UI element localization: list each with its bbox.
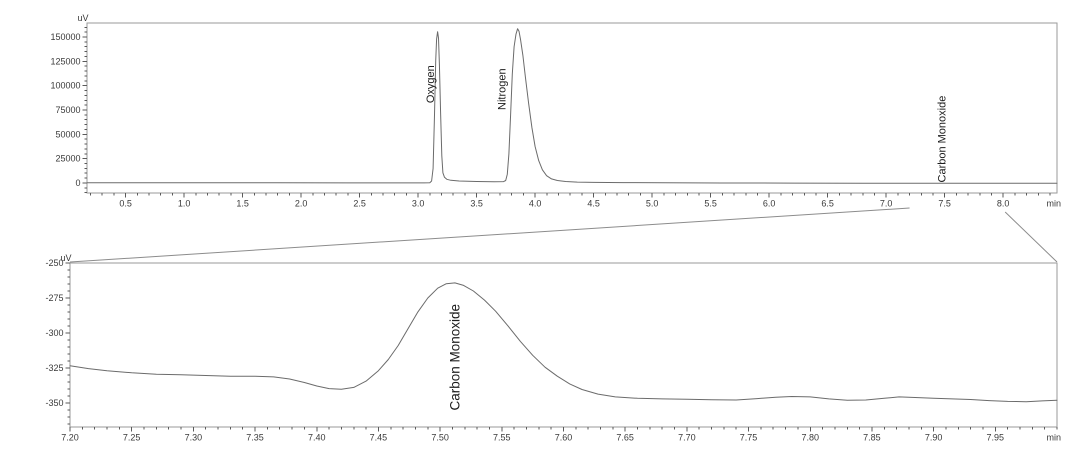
- x-tick-label: 7.95: [987, 433, 1005, 443]
- y-axis-unit-label: uV: [77, 13, 88, 23]
- x-tick-label: 8.0: [997, 199, 1010, 209]
- x-tick-label: 6.0: [763, 199, 776, 209]
- y-tick-label: 25000: [55, 154, 80, 164]
- x-tick-label: 4.0: [529, 199, 542, 209]
- axis-ticks: [65, 262, 1058, 432]
- peak-label-oxygen: Oxygen: [425, 65, 437, 103]
- x-tick-label: 7.20: [61, 433, 79, 443]
- x-tick-label: 7.85: [863, 433, 881, 443]
- y-tick-label: -350: [45, 398, 63, 408]
- peak-label-carbon-monoxide: Carbon Monoxide: [936, 96, 948, 183]
- signal-trace-tcd-signal: [69, 282, 1058, 403]
- x-tick-label: 7.60: [555, 433, 573, 443]
- zoom-connector-right: [1004, 211, 1058, 263]
- x-tick-label: 6.5: [821, 199, 834, 209]
- peak-label-nitrogen: Nitrogen: [496, 68, 508, 110]
- y-tick-label: -250: [45, 258, 63, 268]
- y-tick-label: 100000: [50, 81, 80, 91]
- x-tick-label: 7.50: [431, 433, 449, 443]
- y-tick-label: -325: [45, 363, 63, 373]
- x-tick-label: 7.5: [938, 199, 951, 209]
- x-tick-label: 7.40: [308, 433, 326, 443]
- x-tick-label: 7.0: [880, 199, 893, 209]
- axis-ticks: [82, 26, 1051, 198]
- x-tick-label: 3.0: [412, 199, 425, 209]
- x-tick-label: 2.5: [353, 199, 366, 209]
- signal-trace-tcd-signal: [86, 28, 1058, 184]
- zoom-connector-left: [69, 207, 910, 263]
- y-tick-label: -300: [45, 328, 63, 338]
- x-tick-label: 7.35: [246, 433, 264, 443]
- y-tick-label: 75000: [55, 105, 80, 115]
- x-tick-label: 7.45: [370, 433, 388, 443]
- y-axis-unit-label: uV: [60, 253, 71, 263]
- panel-zoom-chromatogram: 7.20 7.25 7.30 7.35 7.40 7.45 7.50 7.55 7.60 7.65…: [45, 253, 1061, 443]
- y-tick-label: 50000: [55, 129, 80, 139]
- x-axis-unit-label: min: [1046, 433, 1061, 443]
- panel-full-chromatogram: 0.5 1.0 1.5 2.0 2.5 3.0 3.5 4.0 4.5 5.0 5.5 6.0 6.5 7…: [50, 13, 1061, 209]
- axis-tick-labels: 0.5 1.0 1.5 2.0 2.5 3.0 3.5 4.0 4.5 5.0 5.5 6.0 6.5 7…: [50, 32, 1009, 208]
- y-tick-label: 0: [75, 178, 80, 188]
- x-tick-label: 7.65: [616, 433, 634, 443]
- peak-label-carbon-monoxide: Carbon Monoxide: [447, 304, 462, 411]
- x-axis-unit-label: min: [1046, 199, 1061, 209]
- x-tick-label: 1.0: [178, 199, 191, 209]
- x-tick-label: 7.90: [925, 433, 943, 443]
- x-tick-label: 7.55: [493, 433, 511, 443]
- plot-frame: [69, 262, 1058, 428]
- x-tick-label: 5.0: [646, 199, 659, 209]
- x-tick-label: 5.5: [704, 199, 717, 209]
- x-tick-label: 0.5: [119, 199, 132, 209]
- x-tick-label: 2.0: [295, 199, 308, 209]
- x-tick-label: 1.5: [236, 199, 249, 209]
- plot-frame: [86, 22, 1058, 194]
- x-tick-label: 3.5: [470, 199, 483, 209]
- x-tick-label: 7.30: [185, 433, 203, 443]
- y-tick-label: 125000: [50, 56, 80, 66]
- x-tick-label: 7.70: [678, 433, 696, 443]
- x-tick-label: 7.25: [123, 433, 141, 443]
- x-tick-label: 4.5: [587, 199, 600, 209]
- y-tick-label: -275: [45, 293, 63, 303]
- x-tick-label: 7.75: [740, 433, 758, 443]
- axis-tick-labels: 7.20 7.25 7.30 7.35 7.40 7.45 7.50 7.55 7.60 7.65…: [45, 258, 1004, 443]
- x-tick-label: 7.80: [801, 433, 819, 443]
- y-tick-label: 150000: [50, 32, 80, 42]
